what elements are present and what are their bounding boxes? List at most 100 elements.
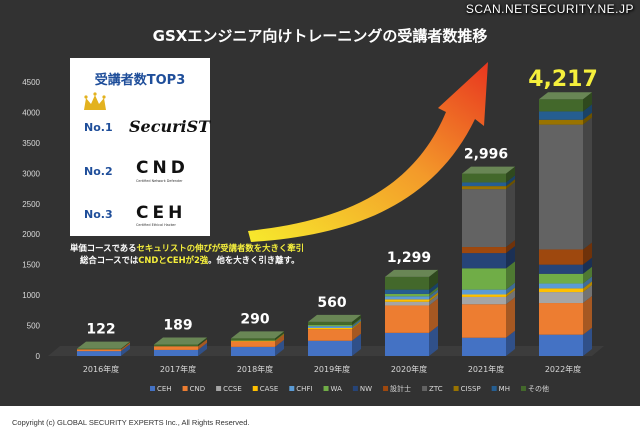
bar-segment-CISSP [462, 186, 506, 190]
legend-label-CISSP: CISSP [461, 385, 481, 393]
top3-subtitle-3: Certified Ethical Hacker [136, 223, 177, 227]
bar-2022年度 [539, 92, 592, 356]
annotation-line-2-b: CNDとCEHが2強 [138, 255, 209, 265]
bar-side-CASE [275, 333, 284, 342]
bar-segment-その他 [154, 344, 198, 347]
legend-swatch-CEH [150, 386, 155, 391]
bar-segment-CHFI [539, 283, 583, 289]
bar-side-CHFI [352, 319, 361, 328]
bar-segment-その他 [231, 338, 275, 341]
copyright-text: Copyright (c) GLOBAL SECURITY EXPERTS In… [12, 418, 250, 427]
legend-label-ZTC: ZTC [429, 385, 443, 393]
bar-segment-CND [77, 349, 121, 352]
watermark: SCAN.NETSECURITY.NE.JP [465, 2, 634, 16]
bar-segment-WA [385, 293, 429, 297]
bar-segment-CEH [308, 340, 352, 356]
legend-label-CASE: CASE [260, 385, 279, 393]
y-tick-label: 2000 [22, 230, 40, 239]
bar-side-CASE [352, 320, 361, 330]
total-label-2017年度: 189 [163, 317, 192, 333]
x-tick-label: 2019年度 [314, 364, 350, 374]
bar-segment-その他 [77, 348, 121, 350]
bar-side-CND [506, 297, 515, 338]
legend-swatch-CCSE [216, 386, 222, 391]
bar-side-設計士 [506, 240, 515, 254]
bar-segment-CHFI [385, 296, 429, 300]
bar-side-その他 [352, 314, 361, 325]
bar-segment-CND [231, 341, 275, 347]
legend: CEH CND CCSE CASE CHFI WA NW 設計士 ZTC CISSP MH その他 [150, 384, 549, 393]
bar-top [77, 341, 130, 349]
legend-swatch-WA [323, 386, 329, 391]
bar-side-CASE [583, 281, 592, 293]
y-tick-label: 4000 [22, 108, 40, 117]
bar-top [308, 314, 361, 322]
bar-side-CHFI [429, 289, 438, 300]
bar-side-CEH [121, 344, 130, 356]
bar-side-CND [429, 298, 438, 333]
bar-segment-その他 [308, 321, 352, 325]
top3-title: 受講者数TOP3 [95, 72, 186, 88]
bar-2018年度 [231, 331, 284, 356]
bar-segment-CND [462, 304, 506, 338]
bar-segment-CCSE [385, 301, 429, 306]
bar-side-ZTC [506, 182, 515, 248]
bar-segment-CCSE [462, 296, 506, 305]
legend-label-NW: NW [360, 385, 372, 393]
bar-side-CND [198, 339, 207, 350]
legend-swatch-CND [182, 386, 188, 391]
bar-side-その他 [429, 269, 438, 290]
bar-segment-CND [308, 329, 352, 341]
bar-segment-その他 [539, 99, 583, 112]
bar-side-CHFI [506, 282, 515, 295]
bar-segment-WA [539, 273, 583, 284]
total-labels: 122 189 290 560 1,299 2,996 4,217 [86, 67, 597, 337]
bar-side-CHFI [583, 276, 592, 289]
bar-side-CISSP [583, 112, 592, 125]
bar-segment-CEH [231, 346, 275, 356]
bar-segment-WA [308, 324, 352, 327]
total-label-2022年度: 4,217 [528, 67, 598, 92]
x-axis-labels: 2016年度 2017年度 2018年度 2019年度 2020年度 2021年度 2022… [83, 364, 581, 374]
legend-swatch-CHFI [289, 386, 295, 391]
legend-swatch-ZTC [422, 386, 428, 391]
bar-segment-MH [385, 289, 429, 294]
top3-logo-2: CND [136, 158, 189, 178]
bar-2017年度 [154, 337, 207, 356]
bar-side-NW [583, 257, 592, 274]
legend-label-CHFI: CHFI [296, 385, 312, 393]
bar-segment-その他 [385, 276, 429, 290]
y-axis: 0 500 1000 1500 2000 2500 3000 3500 4000 4500 [22, 78, 40, 361]
trend-arrow-icon [248, 62, 488, 242]
bar-top [539, 92, 592, 100]
bar-side-CEH [198, 342, 207, 356]
bar-side-ZTC [583, 117, 592, 250]
top3-panel: 受講者数TOP3 No.1 SecuriST No.2 CND Certifie… [70, 58, 211, 236]
total-label-2016年度: 122 [86, 322, 115, 338]
legend-label-CEH: CEH [157, 385, 172, 393]
bar-segment-CISSP [539, 119, 583, 125]
bar-side-その他 [198, 337, 207, 347]
y-tick-label: 3500 [22, 139, 40, 148]
bar-side-MH [429, 282, 438, 294]
bar-segment-ZTC [462, 189, 506, 248]
top3-subtitle-2: Certified Network Defender [136, 179, 183, 183]
bar-segment-CASE [308, 327, 352, 330]
x-tick-label: 2021年度 [468, 364, 504, 374]
bar-side-CND [352, 322, 361, 341]
annotation-line-1-a: 単価コースである [70, 243, 137, 253]
bar-side-CEH [583, 327, 592, 356]
y-tick-label: 0 [36, 352, 41, 361]
bar-side-WA [429, 286, 438, 297]
bar-segment-CASE [539, 288, 583, 293]
annotation-line-1-b: セキュリストの伸びが受講者数を大きく牽引 [137, 243, 305, 253]
bar-side-MH [583, 104, 592, 120]
bar-side-CEH [429, 325, 438, 356]
annotation-line-2: 総合コースではCNDとCEHが2強。他を大きく引き離す。 [80, 255, 299, 265]
top3-rank-3: No.3 [84, 208, 113, 221]
y-tick-label: 500 [27, 322, 41, 331]
legend-swatch-設計士 [383, 386, 389, 391]
bar-segment-WA [462, 268, 506, 290]
